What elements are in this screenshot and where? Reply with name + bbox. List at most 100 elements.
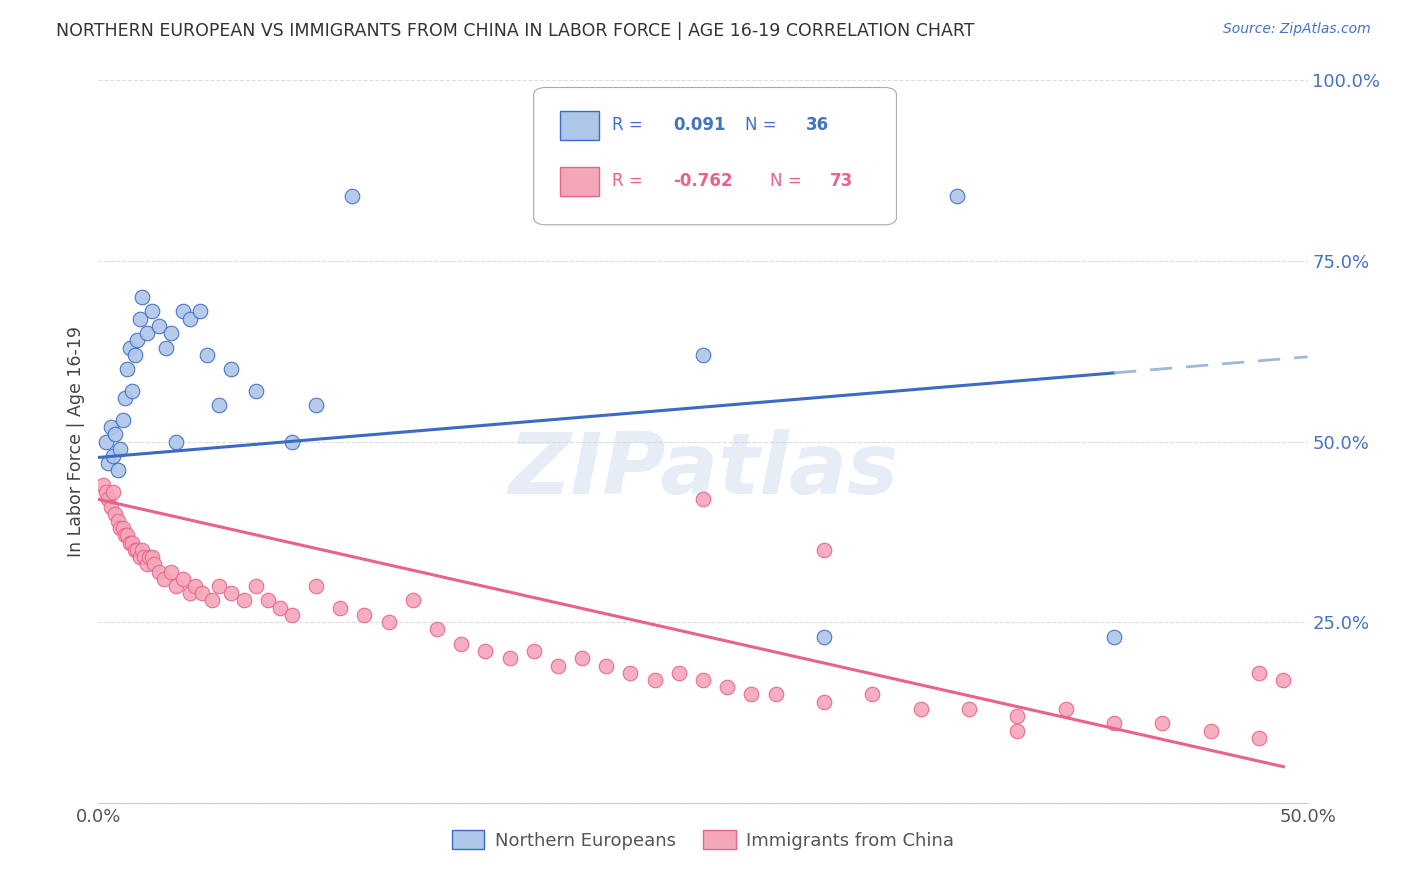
Point (97, 492, 120, 507)
Point (474, 644, 496, 658)
Point (184, 579, 207, 593)
Point (127, 334, 149, 348)
Point (135, 558, 157, 572)
Point (1102, 630, 1125, 644)
Point (232, 593, 254, 607)
Point (107, 514, 129, 528)
Text: 0.091: 0.091 (672, 116, 725, 134)
Text: R =: R = (613, 172, 643, 190)
Point (138, 550, 160, 565)
Point (117, 528, 139, 542)
Point (111, 521, 134, 535)
Point (141, 304, 163, 318)
Point (128, 311, 150, 326)
Point (644, 673, 666, 687)
Point (450, 637, 472, 651)
Point (143, 558, 166, 572)
Text: N =: N = (745, 116, 778, 134)
Point (946, 189, 969, 203)
Point (1249, 665, 1271, 680)
Point (101, 449, 124, 463)
Point (127, 542, 149, 557)
Point (245, 579, 267, 593)
Point (165, 579, 187, 593)
Point (114, 528, 136, 542)
Text: -0.762: -0.762 (672, 172, 733, 190)
Point (221, 586, 243, 600)
Point (221, 362, 243, 376)
Text: ZIPatlas: ZIPatlas (508, 429, 898, 512)
Point (179, 311, 201, 326)
Legend: Northern Europeans, Immigrants from China: Northern Europeans, Immigrants from Chin… (443, 822, 963, 859)
Point (342, 189, 364, 203)
Point (208, 579, 231, 593)
Point (124, 542, 146, 557)
Point (108, 521, 131, 535)
Point (619, 665, 641, 680)
Point (100, 500, 122, 514)
Point (957, 702, 980, 716)
Text: 36: 36 (806, 116, 830, 134)
Text: NORTHERN EUROPEAN VS IMMIGRANTS FROM CHINA IN LABOR FORCE | AGE 16-19 CORRELATIO: NORTHERN EUROPEAN VS IMMIGRANTS FROM CHI… (56, 22, 974, 40)
Point (269, 600, 291, 615)
Point (104, 507, 127, 521)
Point (740, 687, 762, 701)
Point (191, 586, 214, 600)
Point (188, 304, 211, 318)
Point (135, 326, 157, 340)
Point (107, 463, 129, 477)
Text: Source: ZipAtlas.com: Source: ZipAtlas.com (1223, 22, 1371, 37)
Point (172, 572, 194, 586)
Text: 73: 73 (830, 172, 853, 190)
Point (179, 586, 201, 600)
Point (668, 665, 690, 680)
Point (377, 615, 399, 630)
Point (498, 651, 520, 665)
Point (104, 427, 127, 442)
Point (692, 673, 714, 687)
Point (201, 593, 224, 607)
Point (152, 572, 174, 586)
Point (692, 348, 714, 362)
Point (101, 485, 124, 500)
Point (765, 687, 787, 701)
Point (118, 535, 141, 549)
FancyBboxPatch shape (534, 87, 897, 225)
Point (121, 535, 143, 549)
Point (165, 434, 187, 449)
Point (131, 542, 153, 557)
Point (97, 456, 120, 470)
Point (692, 492, 714, 507)
Point (281, 607, 304, 622)
Point (121, 384, 143, 398)
Point (571, 651, 593, 665)
Point (595, 658, 617, 673)
Point (1272, 673, 1295, 687)
Point (111, 413, 134, 427)
FancyBboxPatch shape (561, 111, 599, 139)
Point (813, 695, 835, 709)
Point (94, 434, 117, 449)
Point (124, 348, 146, 362)
Point (402, 593, 425, 607)
Point (117, 362, 139, 376)
Text: N =: N = (769, 172, 801, 190)
Point (94, 485, 117, 500)
Point (131, 290, 153, 304)
Point (148, 318, 170, 333)
Point (1102, 716, 1125, 731)
Point (172, 304, 194, 318)
Point (523, 644, 546, 658)
Point (716, 680, 738, 694)
Point (256, 593, 278, 607)
Point (245, 384, 267, 398)
Y-axis label: In Labor Force | Age 16-19: In Labor Force | Age 16-19 (66, 326, 84, 557)
Point (155, 341, 177, 355)
Point (1152, 716, 1174, 731)
Point (195, 348, 218, 362)
Point (160, 326, 183, 340)
Point (108, 442, 131, 456)
Point (426, 623, 449, 637)
Point (305, 398, 328, 412)
Point (813, 630, 835, 644)
